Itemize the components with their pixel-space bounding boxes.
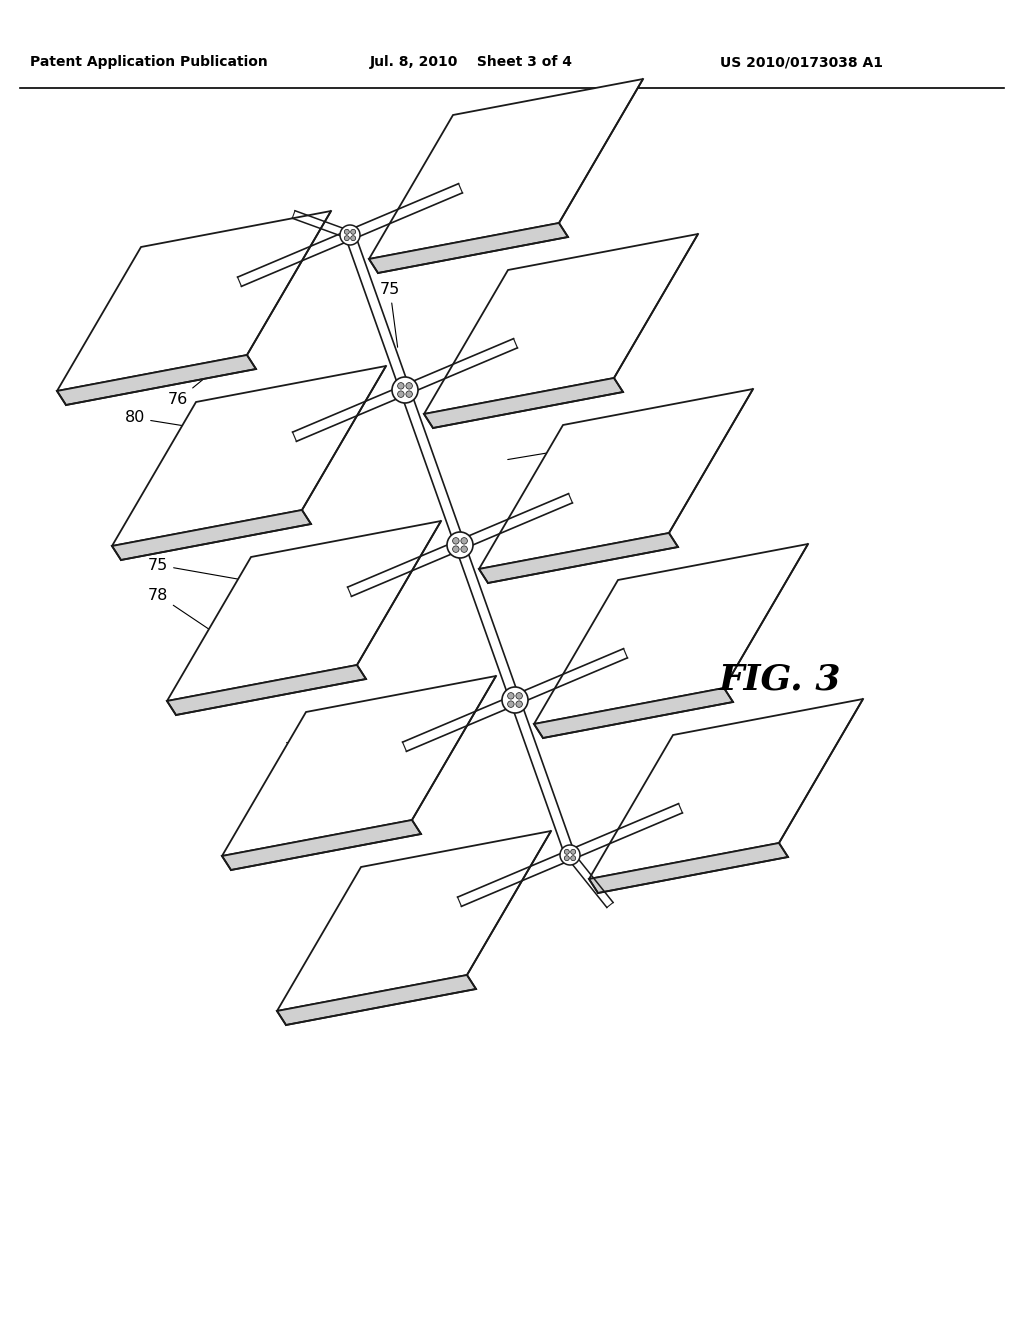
Text: 70: 70 [285,742,368,758]
Text: 80: 80 [125,411,207,429]
Text: FIG. 3: FIG. 3 [719,663,842,697]
Circle shape [564,855,569,861]
Polygon shape [534,544,808,723]
Polygon shape [57,211,331,391]
Polygon shape [222,676,496,855]
Circle shape [350,230,355,235]
Circle shape [406,391,413,397]
Text: 75: 75 [147,557,297,590]
Circle shape [570,849,575,854]
Polygon shape [369,223,568,273]
Text: 74: 74 [508,442,575,459]
Polygon shape [112,366,386,546]
Polygon shape [57,355,256,405]
Polygon shape [167,521,441,701]
Circle shape [461,537,467,544]
Circle shape [516,701,522,708]
Circle shape [516,693,522,700]
Polygon shape [589,700,863,879]
Circle shape [397,391,404,397]
Polygon shape [424,378,623,428]
Circle shape [508,693,514,700]
Circle shape [570,855,575,861]
Circle shape [502,686,528,713]
Circle shape [508,701,514,708]
Text: 78: 78 [147,587,238,648]
Polygon shape [534,688,733,738]
Circle shape [406,383,413,389]
Circle shape [453,537,459,544]
Text: 76: 76 [168,347,243,408]
Text: US 2010/0173038 A1: US 2010/0173038 A1 [720,55,883,69]
Text: Patent Application Publication: Patent Application Publication [30,55,267,69]
Text: 75: 75 [380,282,400,347]
Circle shape [447,532,473,558]
Polygon shape [278,832,551,1011]
Polygon shape [278,975,476,1026]
Polygon shape [589,843,788,894]
Circle shape [397,383,404,389]
Polygon shape [479,389,753,569]
Circle shape [453,546,459,552]
Polygon shape [369,79,643,259]
Circle shape [340,224,360,246]
Polygon shape [424,234,698,414]
Circle shape [560,845,580,865]
Circle shape [564,849,569,854]
Polygon shape [167,665,366,715]
Polygon shape [479,533,678,583]
Polygon shape [222,820,421,870]
Circle shape [344,230,349,235]
Circle shape [350,236,355,240]
Circle shape [344,236,349,240]
Circle shape [392,378,418,403]
Circle shape [461,546,467,552]
Text: Jul. 8, 2010    Sheet 3 of 4: Jul. 8, 2010 Sheet 3 of 4 [370,55,573,69]
Polygon shape [112,510,311,560]
